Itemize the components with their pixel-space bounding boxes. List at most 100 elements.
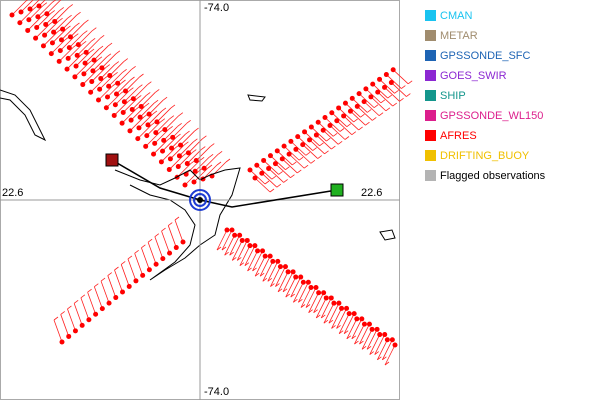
- observation-point: [167, 156, 173, 162]
- wind-barb: [221, 229, 233, 251]
- wind-barb: [147, 81, 152, 86]
- wind-barb: [351, 318, 363, 340]
- observation-point: [361, 321, 367, 327]
- wind-barb: [363, 101, 380, 116]
- observation-point: [161, 137, 167, 143]
- wind-barb: [75, 22, 80, 27]
- wind-barb: [394, 89, 399, 94]
- wind-barb: [185, 130, 190, 135]
- wind-barb: [137, 124, 153, 139]
- observation-point: [162, 127, 168, 133]
- wind-barb: [124, 87, 139, 103]
- wind-barb: [131, 65, 136, 70]
- wind-barb: [108, 71, 123, 87]
- wind-barb: [366, 329, 378, 350]
- wind-barb: [201, 146, 206, 150]
- wind-barb: [236, 240, 248, 261]
- wind-barb: [361, 345, 367, 350]
- observation-point: [86, 317, 92, 323]
- wind-barb: [87, 292, 96, 315]
- wind-barb: [177, 123, 182, 127]
- observation-point: [275, 258, 281, 264]
- wind-barb: [254, 177, 271, 193]
- wind-barb: [365, 121, 370, 126]
- wind-barb: [354, 340, 359, 345]
- observation-point: [57, 48, 63, 54]
- observation-point: [267, 153, 273, 159]
- wind-barb: [113, 101, 129, 116]
- wind-barb: [310, 160, 316, 164]
- wind-barb: [53, 316, 59, 321]
- wind-barb: [391, 82, 407, 97]
- wind-barb: [68, 4, 73, 8]
- wind-barb: [319, 142, 324, 147]
- wind-barb: [392, 102, 397, 107]
- observation-point: [51, 29, 57, 35]
- wind-barb: [116, 79, 131, 95]
- observation-point: [127, 128, 133, 134]
- observation-point: [329, 110, 335, 116]
- legend-swatch: [425, 30, 436, 41]
- observation-point: [52, 18, 58, 24]
- observation-point: [99, 65, 105, 71]
- wind-barb: [99, 74, 114, 90]
- wind-barb: [297, 169, 302, 174]
- wind-barb: [406, 93, 411, 97]
- observation-point: [272, 161, 278, 167]
- observation-point: [153, 130, 159, 136]
- observation-point: [93, 311, 99, 317]
- wind-barb: [278, 171, 283, 175]
- observation-point: [331, 300, 337, 306]
- wind-barb: [194, 127, 199, 132]
- wind-barb: [121, 79, 126, 84]
- wind-barb: [174, 216, 180, 221]
- wind-barb: [100, 64, 116, 79]
- wind-barb: [271, 175, 277, 180]
- wind-barb: [252, 250, 263, 272]
- observation-point: [244, 237, 250, 243]
- observation-point: [146, 267, 152, 273]
- wind-barb: [172, 123, 187, 138]
- wind-barb: [338, 107, 354, 123]
- observation-point: [80, 82, 86, 88]
- observation-point: [65, 55, 71, 61]
- wind-barb: [45, 10, 61, 25]
- observation-point: [274, 148, 280, 154]
- observation-point: [91, 57, 97, 63]
- observation-point: [17, 20, 23, 26]
- wind-barb: [283, 145, 300, 161]
- observation-point: [160, 256, 166, 262]
- observation-point: [384, 337, 390, 343]
- observation-point: [35, 14, 41, 20]
- wind-barb: [224, 251, 229, 256]
- wind-barb: [145, 92, 151, 96]
- wind-barb: [267, 278, 273, 282]
- observation-point: [153, 261, 159, 267]
- observation-point: [106, 300, 112, 306]
- observation-point: [302, 129, 308, 135]
- wind-barb: [354, 323, 365, 345]
- wind-barb: [125, 76, 140, 92]
- observation-point: [145, 122, 151, 128]
- axis-label-bottom: -74.0: [204, 386, 229, 398]
- wind-barb: [384, 361, 390, 366]
- wind-barb: [184, 141, 189, 146]
- wind-barb: [328, 303, 340, 324]
- wind-barb: [163, 126, 178, 141]
- wind-barb: [331, 145, 336, 150]
- observation-point: [180, 239, 186, 245]
- wind-barb: [19, 8, 35, 24]
- legend-label: DRIFTING_BUOY: [440, 150, 530, 162]
- wind-barb: [305, 287, 317, 308]
- wind-barb: [275, 163, 291, 178]
- wind-barb: [199, 156, 205, 161]
- wind-barb: [76, 11, 81, 16]
- wind-barb: [351, 335, 357, 340]
- wind-barb: [320, 297, 332, 319]
- wind-barb: [298, 156, 304, 161]
- wind-barb: [401, 85, 406, 89]
- wind-barb: [379, 79, 395, 94]
- wind-barb: [324, 150, 329, 155]
- observation-point: [89, 79, 95, 85]
- observation-point: [349, 95, 355, 101]
